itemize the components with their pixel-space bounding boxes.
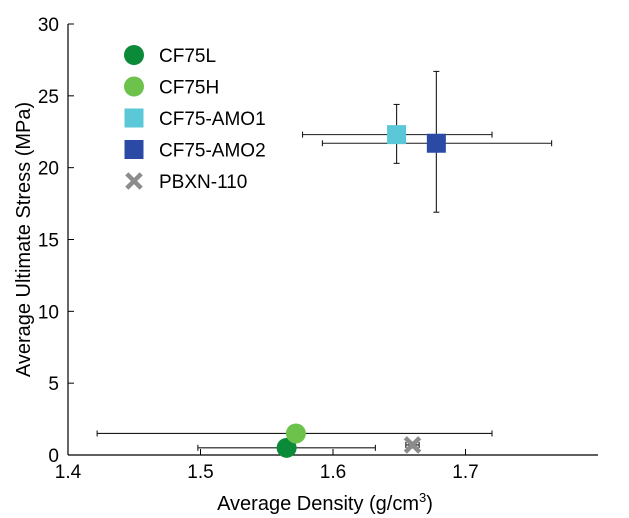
data-point-cf75h (285, 423, 306, 444)
legend-marker-cf75h (124, 76, 144, 97)
data-point-cf75-amo1 (387, 125, 407, 145)
x-axis-label-end: ) (426, 493, 433, 515)
y-tick-label: 25 (38, 87, 59, 108)
legend-marker-pbxn-110-stroke (125, 172, 143, 190)
x-axis-label-main: Average Density (g/cm (217, 493, 419, 515)
y-tick-label: 20 (38, 159, 59, 180)
legend: CF75L CF75H CF75-AMO1 CF75-AMO2 PBXN-110 (124, 45, 266, 193)
axes-group: 1.4 1.5 1.6 1.7 0 5 10 15 20 25 30 (38, 15, 598, 483)
x-axis-label: Average Density (g/cm3) (217, 490, 433, 515)
y-tick-label: 15 (38, 231, 59, 252)
legend-marker-cf75-amo2 (124, 140, 144, 159)
legend-marker-cf75-amo1 (124, 108, 144, 128)
legend-marker-cf75l (124, 45, 144, 65)
data-point-pbxn-110 (403, 436, 422, 454)
x-axis-label-sup: 3 (419, 490, 426, 505)
x-tick-label: 1.6 (320, 462, 346, 483)
y-tick-label: 10 (38, 302, 59, 323)
data-point-cf75l (276, 437, 297, 458)
y-tick-label: 30 (38, 15, 59, 36)
markers-group (276, 125, 446, 458)
x-tick-label: 1.7 (452, 462, 478, 483)
legend-label-cf75-amo1: CF75-AMO1 (159, 109, 266, 130)
legend-label-pbxn-110: PBXN-110 (159, 172, 247, 193)
legend-marker-pbxn-110 (125, 172, 143, 190)
x-tick-label: 1.4 (55, 462, 82, 483)
legend-label-cf75-amo2: CF75-AMO2 (159, 141, 266, 162)
legend-label-cf75l: CF75L (159, 46, 216, 67)
y-tick-label: 0 (48, 446, 59, 467)
y-tick-label: 5 (48, 374, 59, 395)
y-axis-label: Average Ultimate Stress (MPa) (13, 102, 35, 377)
x-tick-label: 1.5 (187, 462, 213, 483)
data-point-cf75-amo2 (426, 133, 446, 153)
data-point-pbxn-110-stroke (403, 436, 422, 454)
legend-label-cf75h: CF75H (159, 78, 219, 99)
